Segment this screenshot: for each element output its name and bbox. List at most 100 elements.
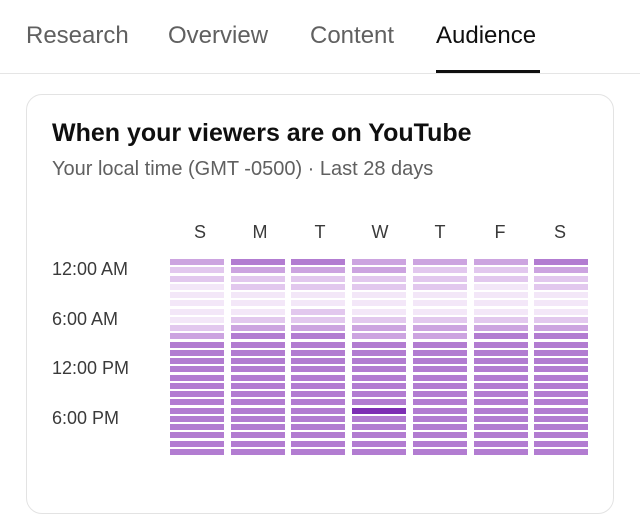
heatmap-cell-sat-hour-12[interactable]	[534, 358, 588, 364]
heatmap-cell-wed-hour-20[interactable]	[352, 424, 406, 430]
heatmap-cell-thu-hour-0[interactable]	[413, 259, 467, 265]
heatmap-cell-mon-hour-2[interactable]	[231, 275, 285, 282]
heatmap-cell-wed-hour-7[interactable]	[352, 316, 406, 323]
heatmap-cell-thu-hour-9[interactable]	[413, 333, 467, 340]
heatmap-cell-tue-hour-17[interactable]	[291, 399, 345, 406]
heatmap-cell-sat-hour-21[interactable]	[534, 432, 588, 439]
heatmap-cell-tue-hour-7[interactable]	[291, 316, 345, 323]
heatmap-cell-wed-hour-10[interactable]	[352, 341, 406, 348]
heatmap-cell-mon-hour-7[interactable]	[231, 316, 285, 323]
heatmap-cell-sat-hour-0[interactable]	[534, 259, 588, 265]
heatmap-cell-sat-hour-5[interactable]	[534, 300, 588, 307]
heatmap-cell-sun-hour-1[interactable]	[170, 267, 224, 274]
heatmap-cell-sun-hour-10[interactable]	[170, 341, 224, 348]
heatmap-cell-thu-hour-21[interactable]	[413, 432, 467, 439]
heatmap-cell-tue-hour-5[interactable]	[291, 300, 345, 307]
heatmap-cell-sun-hour-15[interactable]	[170, 382, 224, 389]
heatmap-cell-sat-hour-3[interactable]	[534, 283, 588, 290]
heatmap-cell-sun-hour-8[interactable]	[170, 325, 224, 331]
heatmap-cell-sat-hour-13[interactable]	[534, 366, 588, 373]
heatmap-cell-sat-hour-20[interactable]	[534, 424, 588, 430]
heatmap-cell-tue-hour-0[interactable]	[291, 259, 345, 265]
heatmap-cell-sat-hour-9[interactable]	[534, 333, 588, 340]
tab-content[interactable]: Content	[310, 22, 395, 49]
heatmap-cell-mon-hour-17[interactable]	[231, 399, 285, 406]
heatmap-cell-tue-hour-18[interactable]	[291, 407, 345, 414]
heatmap-cell-tue-hour-11[interactable]	[291, 349, 345, 356]
heatmap-cell-tue-hour-20[interactable]	[291, 424, 345, 430]
heatmap-cell-fri-hour-12[interactable]	[474, 358, 528, 364]
heatmap-cell-fri-hour-2[interactable]	[474, 275, 528, 282]
heatmap-cell-sat-hour-6[interactable]	[534, 308, 588, 315]
heatmap-cell-mon-hour-0[interactable]	[231, 259, 285, 265]
heatmap-cell-thu-hour-3[interactable]	[413, 283, 467, 290]
heatmap-cell-wed-hour-11[interactable]	[352, 349, 406, 356]
heatmap-cell-sat-hour-8[interactable]	[534, 325, 588, 331]
tab-overview[interactable]: Overview	[168, 22, 269, 49]
heatmap-cell-thu-hour-15[interactable]	[413, 382, 467, 389]
heatmap-cell-thu-hour-12[interactable]	[413, 358, 467, 364]
heatmap-cell-mon-hour-6[interactable]	[231, 308, 285, 315]
heatmap-cell-tue-hour-21[interactable]	[291, 432, 345, 439]
heatmap-cell-fri-hour-23[interactable]	[474, 448, 528, 455]
heatmap-cell-wed-hour-21[interactable]	[352, 432, 406, 439]
heatmap-cell-wed-hour-6[interactable]	[352, 308, 406, 315]
heatmap-cell-fri-hour-19[interactable]	[474, 415, 528, 422]
heatmap-cell-sat-hour-7[interactable]	[534, 316, 588, 323]
heatmap-cell-wed-hour-1[interactable]	[352, 267, 406, 274]
heatmap-cell-mon-hour-9[interactable]	[231, 333, 285, 340]
heatmap-cell-fri-hour-8[interactable]	[474, 325, 528, 331]
heatmap-cell-mon-hour-10[interactable]	[231, 341, 285, 348]
heatmap-cell-sun-hour-13[interactable]	[170, 366, 224, 373]
heatmap-cell-tue-hour-13[interactable]	[291, 366, 345, 373]
heatmap-cell-sun-hour-4[interactable]	[170, 292, 224, 298]
heatmap-cell-thu-hour-22[interactable]	[413, 440, 467, 447]
heatmap-cell-mon-hour-20[interactable]	[231, 424, 285, 430]
heatmap-cell-sat-hour-2[interactable]	[534, 275, 588, 282]
heatmap-cell-thu-hour-5[interactable]	[413, 300, 467, 307]
heatmap-cell-fri-hour-16[interactable]	[474, 391, 528, 397]
heatmap-cell-wed-hour-12[interactable]	[352, 358, 406, 364]
heatmap-cell-thu-hour-7[interactable]	[413, 316, 467, 323]
heatmap-cell-tue-hour-8[interactable]	[291, 325, 345, 331]
heatmap-cell-sat-hour-11[interactable]	[534, 349, 588, 356]
heatmap-cell-sun-hour-5[interactable]	[170, 300, 224, 307]
heatmap-cell-fri-hour-6[interactable]	[474, 308, 528, 315]
tab-research[interactable]: Research	[26, 22, 129, 49]
heatmap-cell-thu-hour-18[interactable]	[413, 407, 467, 414]
heatmap-cell-tue-hour-1[interactable]	[291, 267, 345, 274]
heatmap-cell-tue-hour-2[interactable]	[291, 275, 345, 282]
heatmap-cell-sun-hour-12[interactable]	[170, 358, 224, 364]
heatmap-cell-sun-hour-19[interactable]	[170, 415, 224, 422]
heatmap-cell-sun-hour-11[interactable]	[170, 349, 224, 356]
heatmap-cell-fri-hour-4[interactable]	[474, 292, 528, 298]
heatmap-cell-sun-hour-17[interactable]	[170, 399, 224, 406]
heatmap-cell-tue-hour-6[interactable]	[291, 308, 345, 315]
heatmap-cell-fri-hour-18[interactable]	[474, 407, 528, 414]
heatmap-cell-mon-hour-8[interactable]	[231, 325, 285, 331]
heatmap-cell-sat-hour-14[interactable]	[534, 374, 588, 381]
heatmap-cell-tue-hour-14[interactable]	[291, 374, 345, 381]
heatmap-cell-thu-hour-13[interactable]	[413, 366, 467, 373]
heatmap-cell-sat-hour-16[interactable]	[534, 391, 588, 397]
heatmap-cell-sun-hour-0[interactable]	[170, 259, 224, 265]
heatmap-cell-wed-hour-3[interactable]	[352, 283, 406, 290]
heatmap-cell-fri-hour-20[interactable]	[474, 424, 528, 430]
heatmap-cell-sun-hour-20[interactable]	[170, 424, 224, 430]
heatmap-cell-fri-hour-21[interactable]	[474, 432, 528, 439]
heatmap-cell-tue-hour-23[interactable]	[291, 448, 345, 455]
heatmap-cell-fri-hour-9[interactable]	[474, 333, 528, 340]
heatmap-cell-thu-hour-23[interactable]	[413, 448, 467, 455]
heatmap-cell-mon-hour-12[interactable]	[231, 358, 285, 364]
heatmap-cell-mon-hour-11[interactable]	[231, 349, 285, 356]
heatmap-cell-wed-hour-14[interactable]	[352, 374, 406, 381]
heatmap-cell-wed-hour-4[interactable]	[352, 292, 406, 298]
heatmap-cell-wed-hour-22[interactable]	[352, 440, 406, 447]
heatmap-cell-sun-hour-7[interactable]	[170, 316, 224, 323]
heatmap-cell-fri-hour-22[interactable]	[474, 440, 528, 447]
heatmap-cell-sun-hour-16[interactable]	[170, 391, 224, 397]
heatmap-cell-tue-hour-3[interactable]	[291, 283, 345, 290]
heatmap-cell-mon-hour-18[interactable]	[231, 407, 285, 414]
heatmap-cell-sat-hour-4[interactable]	[534, 292, 588, 298]
heatmap-cell-mon-hour-13[interactable]	[231, 366, 285, 373]
